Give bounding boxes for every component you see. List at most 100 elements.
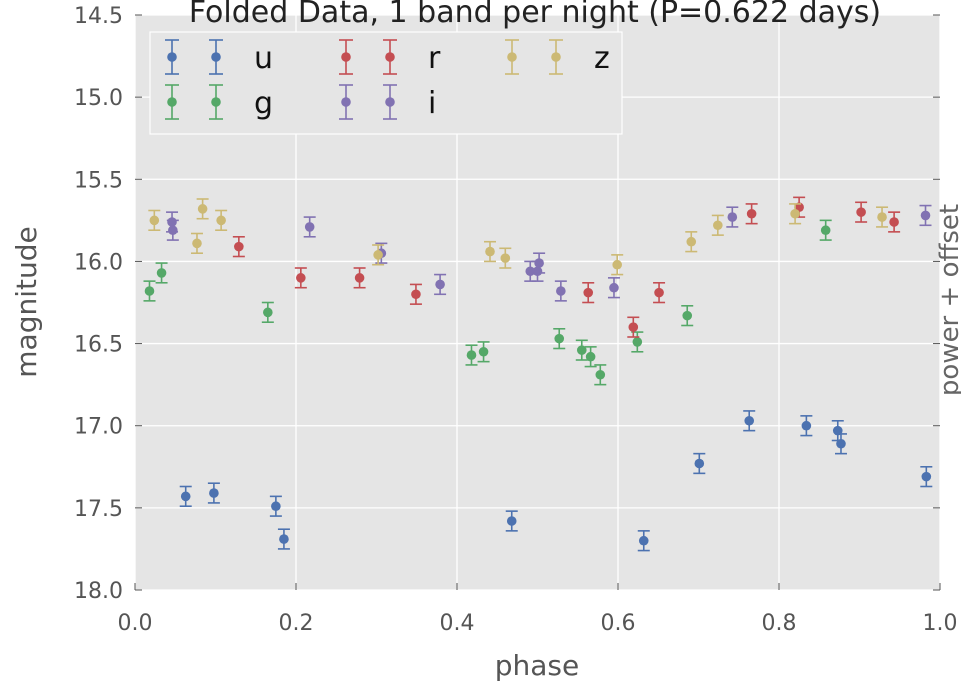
data-point bbox=[585, 351, 596, 362]
data-point bbox=[373, 250, 383, 260]
data-point bbox=[920, 210, 931, 221]
data-point bbox=[435, 279, 445, 290]
x-tick-label: 0.6 bbox=[601, 611, 636, 636]
legend-item-i: i bbox=[339, 84, 436, 121]
data-point bbox=[466, 350, 477, 360]
legend-item-u: u bbox=[165, 39, 273, 76]
data-point bbox=[234, 241, 244, 252]
data-point bbox=[632, 337, 643, 347]
y-tick-label: 15.5 bbox=[74, 168, 123, 193]
y-tick-label: 15.0 bbox=[74, 86, 123, 111]
data-point bbox=[877, 212, 887, 222]
data-point bbox=[628, 322, 639, 332]
legend-marker bbox=[341, 97, 351, 107]
y-tick-label: 17.5 bbox=[74, 497, 123, 522]
y-tick-label: 14.5 bbox=[74, 4, 123, 29]
data-point bbox=[801, 420, 812, 431]
data-point bbox=[713, 220, 723, 231]
data-point bbox=[832, 425, 843, 436]
data-point bbox=[500, 253, 511, 263]
legend-label: g bbox=[254, 86, 273, 121]
data-point bbox=[820, 225, 831, 236]
data-point bbox=[612, 259, 622, 270]
legend-marker bbox=[211, 97, 221, 107]
data-point bbox=[836, 438, 846, 449]
data-point bbox=[727, 212, 738, 222]
data-point bbox=[167, 217, 177, 227]
data-point bbox=[576, 345, 587, 355]
legend-item-r: r bbox=[339, 39, 441, 76]
data-point bbox=[485, 246, 495, 257]
data-point bbox=[609, 282, 619, 293]
legend-marker bbox=[551, 52, 561, 62]
data-point bbox=[534, 258, 544, 268]
series-u bbox=[179, 410, 933, 552]
x-tick-label: 0.4 bbox=[440, 611, 475, 636]
data-point bbox=[532, 266, 543, 277]
data-point bbox=[478, 346, 489, 357]
legend-marker bbox=[167, 97, 177, 107]
right-axis-label: power + offset bbox=[935, 204, 961, 396]
legend-label: i bbox=[428, 86, 436, 121]
data-point bbox=[744, 415, 755, 426]
legend-label: u bbox=[254, 41, 273, 76]
data-point bbox=[694, 458, 705, 469]
legend-marker bbox=[385, 97, 395, 107]
data-point bbox=[556, 286, 566, 296]
series-z bbox=[148, 198, 889, 276]
data-point bbox=[686, 236, 697, 247]
data-point bbox=[168, 225, 178, 236]
y-tick-label: 18.0 bbox=[74, 579, 123, 604]
data-point bbox=[197, 204, 208, 214]
legend-marker bbox=[507, 52, 517, 62]
legend-label: z bbox=[594, 41, 610, 76]
data-point bbox=[889, 217, 899, 227]
x-tick-label: 0.8 bbox=[762, 611, 797, 636]
data-point bbox=[411, 289, 421, 300]
data-point bbox=[180, 491, 191, 502]
legend-marker bbox=[211, 52, 221, 62]
data-point bbox=[216, 215, 226, 226]
data-point bbox=[354, 273, 365, 283]
legend-marker bbox=[385, 52, 395, 62]
data-point bbox=[279, 534, 289, 544]
data-point bbox=[638, 535, 649, 546]
legend-item-g: g bbox=[165, 84, 273, 121]
data-point bbox=[192, 238, 202, 249]
data-point bbox=[263, 307, 273, 318]
y-tick-label: 16.5 bbox=[74, 333, 123, 358]
x-tick-label: 1.0 bbox=[923, 611, 958, 636]
series-r bbox=[232, 196, 901, 338]
data-point bbox=[149, 215, 160, 226]
y-axis-label: magnitude bbox=[10, 226, 43, 377]
data-point bbox=[856, 207, 866, 217]
data-point bbox=[209, 488, 219, 498]
legend-marker bbox=[341, 52, 351, 62]
legend-box bbox=[149, 31, 623, 135]
data-point bbox=[583, 287, 594, 298]
y-tick-label: 17.0 bbox=[74, 415, 123, 440]
data-point bbox=[296, 273, 306, 283]
x-tick-label: 0.0 bbox=[118, 611, 153, 636]
data-point bbox=[595, 369, 606, 380]
legend-label: r bbox=[428, 41, 441, 76]
x-tick-label: 0.2 bbox=[279, 611, 314, 636]
data-point bbox=[682, 310, 693, 321]
data-point bbox=[271, 501, 281, 512]
data-point bbox=[156, 268, 167, 278]
data-point bbox=[654, 287, 664, 298]
data-point bbox=[506, 516, 517, 526]
data-point bbox=[554, 333, 565, 344]
series-g bbox=[143, 219, 832, 386]
legend-marker bbox=[167, 52, 177, 62]
data-point bbox=[746, 208, 757, 219]
legend-item-z: z bbox=[505, 39, 610, 76]
data-point bbox=[790, 208, 800, 219]
data-point bbox=[525, 266, 536, 277]
x-axis-label: phase bbox=[495, 649, 580, 682]
y-tick-label: 16.0 bbox=[74, 250, 123, 275]
data-point bbox=[304, 222, 315, 232]
data-point bbox=[921, 471, 932, 482]
data-point bbox=[144, 286, 155, 296]
